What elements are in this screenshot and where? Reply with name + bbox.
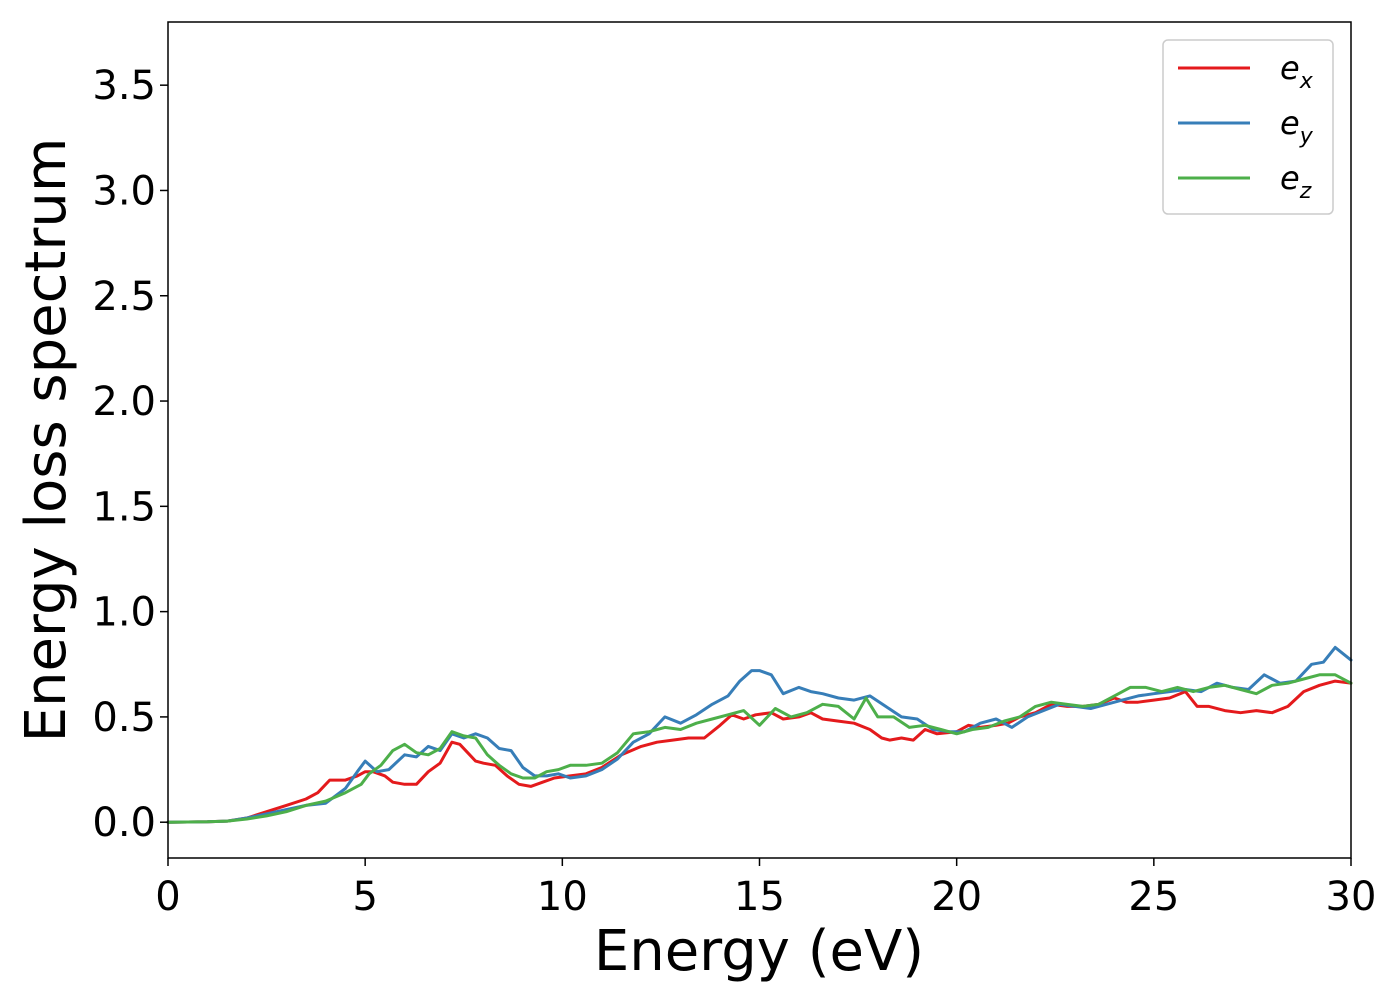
series-layer bbox=[166, 645, 1353, 824]
x-tick-label: 5 bbox=[352, 874, 377, 920]
y-tick-label: 1.0 bbox=[92, 590, 156, 636]
legend-box bbox=[1162, 39, 1334, 215]
y-tick-label: 1.5 bbox=[92, 484, 156, 530]
y-tick-label: 2.0 bbox=[92, 379, 156, 425]
y-tick-label: 0.0 bbox=[92, 800, 156, 846]
plot-area bbox=[168, 22, 1351, 858]
x-tick-label: 25 bbox=[1128, 874, 1179, 920]
series-line-y bbox=[166, 645, 1353, 824]
series-line-x bbox=[166, 679, 1353, 824]
y-axis-label: Energy loss spectrum bbox=[14, 138, 79, 743]
y-tick-label: 3.0 bbox=[92, 168, 156, 214]
x-tick-label: 0 bbox=[155, 874, 180, 920]
y-tick-label: 0.5 bbox=[92, 695, 156, 741]
x-axis-label: Energy (eV) bbox=[594, 919, 924, 984]
y-tick-label: 2.5 bbox=[92, 274, 156, 320]
y-tick-label: 3.5 bbox=[92, 63, 156, 109]
series-line-z bbox=[166, 673, 1353, 824]
x-tick-label: 30 bbox=[1326, 874, 1377, 920]
x-axis-ticks: 0 5 10 15 20 25 30 bbox=[155, 858, 1376, 920]
x-tick-label: 15 bbox=[734, 874, 785, 920]
x-tick-label: 10 bbox=[537, 874, 588, 920]
legend-label-z: ez bbox=[1280, 159, 1312, 204]
y-axis-ticks: 0.0 0.5 1.0 1.5 2.0 2.5 3.0 3.5 bbox=[92, 63, 168, 846]
x-tick-label: 20 bbox=[931, 874, 982, 920]
